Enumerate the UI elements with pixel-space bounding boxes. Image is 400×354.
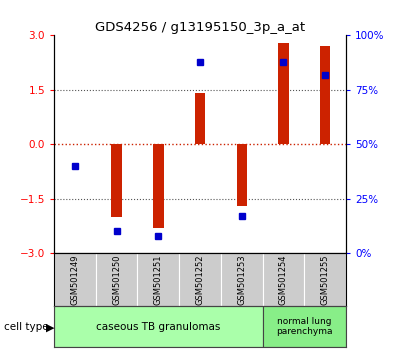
- Bar: [54, 306, 262, 347]
- Text: GSM501255: GSM501255: [321, 255, 330, 305]
- Bar: [320, 46, 330, 144]
- Bar: [262, 306, 346, 347]
- Bar: [221, 253, 262, 306]
- Bar: [236, 144, 247, 206]
- Text: GSM501249: GSM501249: [70, 255, 79, 305]
- Bar: [278, 43, 289, 144]
- Text: cell type: cell type: [4, 321, 49, 332]
- Text: GSM501253: GSM501253: [237, 254, 246, 305]
- Text: GSM501251: GSM501251: [154, 255, 163, 305]
- Text: GSM501254: GSM501254: [279, 255, 288, 305]
- Bar: [153, 144, 164, 228]
- Bar: [70, 143, 80, 144]
- Title: GDS4256 / g13195150_3p_a_at: GDS4256 / g13195150_3p_a_at: [95, 21, 305, 34]
- Bar: [138, 253, 179, 306]
- Bar: [96, 253, 138, 306]
- Text: ▶: ▶: [46, 322, 54, 333]
- Text: normal lung
parenchyma: normal lung parenchyma: [276, 317, 332, 336]
- Bar: [54, 253, 96, 306]
- Text: caseous TB granulomas: caseous TB granulomas: [96, 321, 220, 332]
- Text: GSM501250: GSM501250: [112, 255, 121, 305]
- Bar: [262, 253, 304, 306]
- Text: GSM501252: GSM501252: [196, 255, 204, 305]
- Bar: [179, 253, 221, 306]
- Bar: [195, 93, 205, 144]
- Bar: [304, 253, 346, 306]
- Bar: [111, 144, 122, 217]
